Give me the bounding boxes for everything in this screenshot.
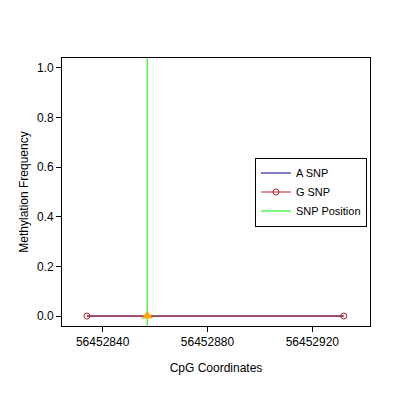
svg-text:CpG Coordinates: CpG Coordinates [170, 361, 263, 375]
svg-text:SNP Position: SNP Position [296, 205, 361, 217]
svg-text:56452920: 56452920 [286, 335, 340, 349]
svg-text:G SNP: G SNP [296, 186, 330, 198]
svg-text:0.8: 0.8 [37, 111, 54, 125]
svg-text:1.0: 1.0 [37, 61, 54, 75]
svg-text:56452880: 56452880 [181, 335, 235, 349]
svg-text:0.2: 0.2 [37, 260, 54, 274]
svg-text:0.4: 0.4 [37, 210, 54, 224]
svg-text:56452840: 56452840 [76, 335, 130, 349]
svg-text:A SNP: A SNP [296, 167, 328, 179]
svg-text:Methylation Frequency: Methylation Frequency [17, 131, 31, 252]
svg-text:0.6: 0.6 [37, 160, 54, 174]
svg-text:0.0: 0.0 [37, 309, 54, 323]
